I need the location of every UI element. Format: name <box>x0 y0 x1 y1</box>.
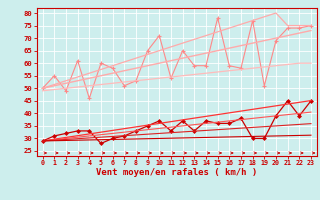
X-axis label: Vent moyen/en rafales ( km/h ): Vent moyen/en rafales ( km/h ) <box>96 168 257 177</box>
